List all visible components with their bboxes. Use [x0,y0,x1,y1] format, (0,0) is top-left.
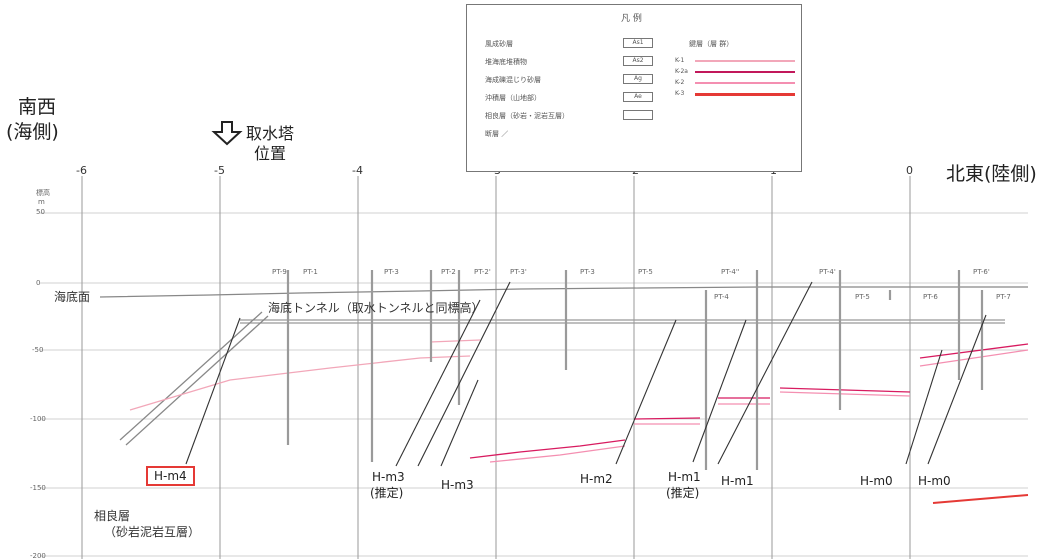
legend-stratum-code: Ae [623,92,653,102]
legend-box: 凡 例 風成砂層 As1 堆海底堆積物 As2 海成礫混じり砂層 Ag 沖積層（… [466,4,802,172]
intake-tower-label: 取水塔 [246,124,295,143]
borehole-label: PT-3 [384,268,399,276]
borehole-label: PT-2' [474,268,491,276]
y-tick-label: -100 [30,415,46,423]
legend-stratum-label: 海成礫混じり砂層 [485,76,541,84]
legend-key-bed-swatch [695,71,795,73]
intake-tower-arrow-icon [211,121,243,146]
southwest-sub-label: (海側) [6,121,59,143]
x-tick-label: -6 [76,164,87,177]
borehole-label: PT-6' [973,268,990,276]
legend-stratum-code [623,110,653,120]
bedrock-sub-label: （砂岩泥岩互層） [104,525,201,539]
fault-label: H-m3 [441,478,474,492]
borehole-label: PT-3' [510,268,527,276]
intake-inclined-line [119,311,269,446]
borehole-label: PT-9 [272,268,287,276]
key-bed-lines [129,339,1029,504]
x-tick-label: -4 [352,164,363,177]
fault-note: (推定) [666,486,700,500]
seafloor-line [99,286,1028,298]
fault-label: H-m0 [918,474,951,488]
fault-label: H-m3 [372,470,405,484]
borehole-label: PT-1 [303,268,318,276]
borehole-label: PT-4 [714,293,729,301]
distance-gridlines [81,176,911,559]
y-axis-unit: m [38,198,45,206]
bedrock-label: 相良層 [94,509,131,523]
legend-title: 凡 例 [621,14,642,24]
legend-stratum-code: Ag [623,74,653,84]
intake-tower-sub-label: 位置 [254,144,287,163]
southwest-label: 南西 [18,96,57,118]
x-tick-label: -5 [214,164,225,177]
y-tick-label: -200 [30,552,46,560]
seafloor-label: 海底面 [54,290,91,304]
legend-key-bed-label: K-3 [675,90,685,97]
fault-note: (推定) [370,486,404,500]
y-tick-label: -150 [30,484,46,492]
fault-label: H-m0 [860,474,893,488]
y-tick-label: 50 [36,208,45,216]
fault-lines [185,281,987,467]
y-axis-title: 標高 [36,189,50,197]
borehole-label: PT-6 [923,293,938,301]
borehole-label: PT-3 [580,268,595,276]
legend-key-beds-title: 鍵層（層 群） [689,40,734,48]
borehole-label: PT-2 [441,268,456,276]
borehole-lines [286,270,984,470]
legend-key-bed-swatch [695,60,795,62]
tunnel-label: 海底トンネル（取水トンネルと同標高） [268,301,484,315]
seabed-tunnel [240,319,1005,324]
legend-stratum-label: 沖積層（山地部） [485,94,541,102]
legend-stratum-label: 風成砂層 [485,40,513,48]
legend-key-bed-label: K-1 [675,57,685,64]
legend-stratum-code: As1 [623,38,653,48]
borehole-label: PT-5 [855,293,870,301]
borehole-label: PT-4'' [721,268,740,276]
legend-key-bed-swatch [695,82,795,84]
legend-key-bed-label: K-2a [675,68,688,75]
legend-key-bed-label: K-2 [675,79,685,86]
legend-stratum-code: As2 [623,56,653,66]
northeast-label: 北東(陸側) [946,163,1037,185]
legend-key-bed-swatch [695,93,795,96]
y-tick-label: 0 [36,279,41,287]
x-tick-label: 0 [906,164,913,177]
legend-stratum-label: 堆海底堆積物 [485,58,527,66]
fault-label: H-m1 [721,474,754,488]
y-tick-label: -50 [32,346,44,354]
legend-stratum-label: 断層 ／ [485,130,509,138]
borehole-label: PT-5 [638,268,653,276]
fault-label: H-m1 [668,470,701,484]
borehole-label: PT-4' [819,268,836,276]
fault-label-highlighted: H-m4 [146,466,195,486]
fault-label: H-m2 [580,472,613,486]
elevation-gridlines [40,212,1028,557]
borehole-label: PT-7 [996,293,1011,301]
legend-stratum-label: 相良層（砂岩・泥岩互層） [485,112,569,120]
